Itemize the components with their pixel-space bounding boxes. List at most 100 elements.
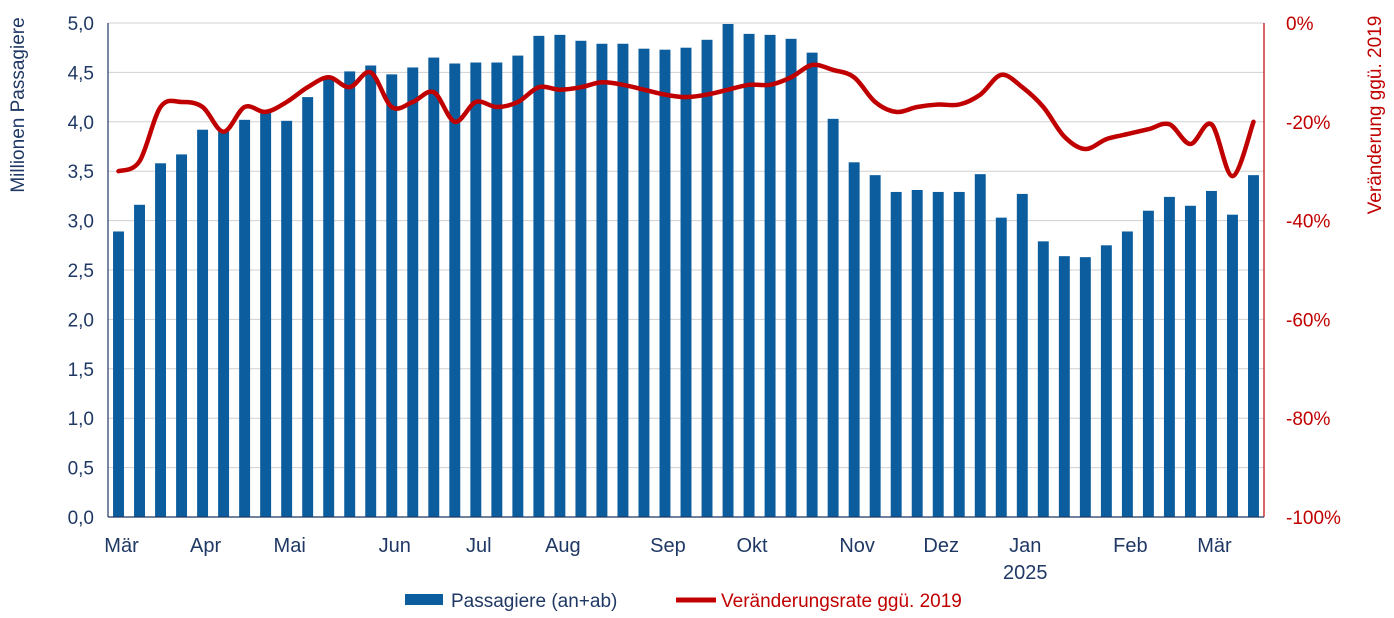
bar (848, 162, 860, 518)
bar (596, 43, 608, 518)
x-tick-label: Mai (274, 535, 306, 557)
bar (995, 217, 1007, 518)
y-tick-label: 0,0 (68, 508, 94, 529)
y2-tick-label: -60% (1286, 310, 1330, 331)
legend: Passagiere (an+ab) Veränderungsrate ggü.… (405, 591, 962, 612)
bar (218, 129, 230, 518)
bar (1248, 175, 1259, 518)
y2-tick-label: -80% (1286, 409, 1330, 430)
bar (1016, 193, 1028, 517)
bar (533, 35, 545, 518)
y-tick-label: 3,5 (68, 162, 94, 183)
bar (407, 67, 419, 518)
bar (1058, 256, 1070, 517)
bar (239, 119, 251, 517)
bar (701, 39, 713, 518)
bar (281, 120, 293, 517)
x-axis-ticks: Mär Apr Mai Jun Jul Aug Sep Okt Nov Dez Jan Feb Mär 2… (104, 535, 1232, 584)
bar (386, 74, 398, 517)
x-tick-label: Dez (923, 535, 959, 557)
x-tick-label: Mär (104, 535, 139, 557)
x-tick-label: Jul (466, 535, 492, 557)
bar (1205, 190, 1217, 517)
bar (491, 62, 503, 518)
bar (554, 34, 566, 518)
legend-label-line: Veränderungsrate ggü. 2019 (721, 591, 962, 612)
axes (107, 23, 1265, 518)
x-tick-label: Feb (1113, 535, 1147, 557)
x-tick-label: Okt (736, 535, 768, 557)
y-tick-label: 0,5 (68, 459, 94, 480)
bar (911, 189, 923, 518)
bar (323, 78, 335, 517)
y2-axis-title: Veränderung ggü. 2019 (1365, 16, 1386, 215)
bar (365, 65, 377, 517)
x-tick-label: Jun (379, 535, 411, 557)
bar (344, 71, 356, 518)
x-tick-label: Apr (190, 535, 221, 557)
bar (470, 62, 482, 518)
legend-swatch-bars (405, 594, 443, 605)
bar (617, 43, 629, 518)
bar (176, 154, 188, 518)
bar (827, 118, 839, 517)
series-line (116, 62, 1256, 179)
bar (1037, 241, 1049, 517)
y2-tick-label: -20% (1286, 113, 1330, 134)
bar (806, 52, 818, 517)
bar (722, 23, 734, 517)
y-tick-label: 2,0 (68, 310, 94, 331)
bar (638, 48, 650, 518)
y-tick-label: 5,0 (68, 14, 94, 35)
x-tick-label: Mär (1197, 535, 1232, 557)
bar (428, 57, 440, 518)
y-tick-label: 2,5 (68, 261, 94, 282)
bar (512, 55, 524, 517)
y-axis-title: Millionen Passagiere (8, 17, 29, 192)
bar (1121, 231, 1133, 517)
line-series (116, 62, 1256, 179)
bar (134, 204, 145, 518)
right-axis-ticks: -100% -80% -60% -40% -20% 0% (1286, 14, 1341, 529)
bar (302, 97, 314, 517)
x-tick-label: Nov (839, 535, 875, 557)
y2-tick-label: -40% (1286, 212, 1330, 233)
bar (1163, 196, 1175, 517)
bar (197, 129, 209, 518)
bar (260, 109, 272, 517)
y-tick-label: 4,5 (68, 63, 94, 84)
bar (1227, 214, 1238, 517)
y-tick-label: 1,5 (68, 360, 94, 381)
bar (449, 63, 461, 518)
bar (1079, 257, 1091, 517)
bar (974, 174, 986, 517)
bar (659, 49, 671, 518)
y-tick-label: 1,0 (68, 409, 94, 430)
bar (680, 47, 692, 517)
y2-tick-label: 0% (1286, 14, 1314, 35)
bar-series (113, 23, 1259, 518)
left-axis-ticks: 0,0 0,5 1,0 1,5 2,0 2,5 3,0 3,5 4,0 4,5 5,0 (68, 14, 94, 529)
y-tick-label: 4,0 (68, 113, 94, 134)
bar (743, 33, 755, 517)
x-tick-label: Aug (545, 535, 581, 557)
bar (953, 191, 965, 517)
bar (1142, 210, 1154, 517)
y-tick-label: 3,0 (68, 212, 94, 233)
legend-label-bars: Passagiere (an+ab) (451, 591, 617, 612)
bar (785, 38, 797, 518)
bar (869, 175, 881, 518)
bar (155, 163, 167, 517)
bar (1184, 205, 1196, 517)
bar (932, 191, 944, 517)
bar (113, 231, 124, 517)
bar (890, 191, 902, 517)
y2-tick-label: -100% (1286, 508, 1341, 529)
x-tick-label: Sep (650, 535, 686, 557)
bar (1100, 245, 1112, 518)
bar (575, 40, 587, 518)
x-year-label: 2025 (1003, 562, 1048, 584)
x-tick-label: Jan (1009, 535, 1041, 557)
bar (764, 34, 776, 518)
